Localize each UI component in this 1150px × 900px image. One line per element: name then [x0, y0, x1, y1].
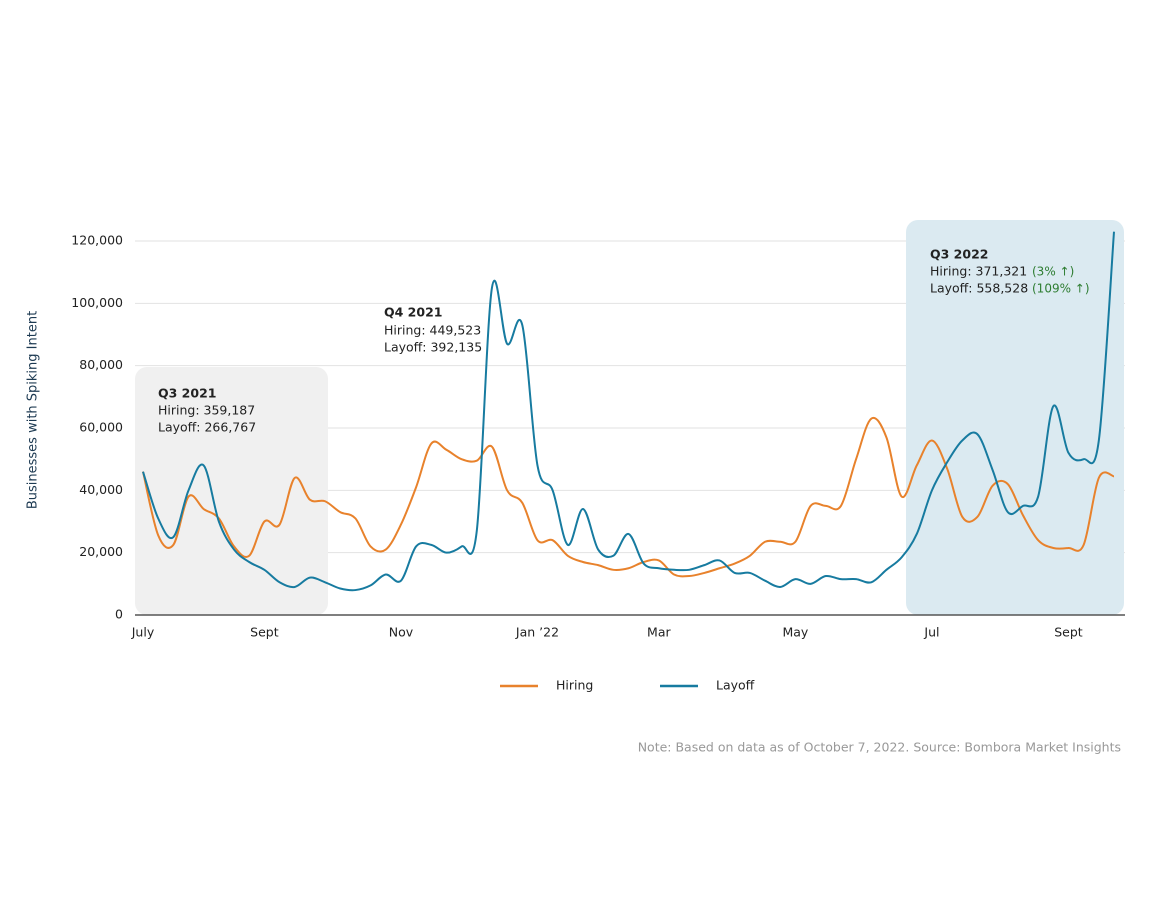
annotation-text: Layoff: 392,135 [384, 340, 482, 355]
y-tick-label: 0 [115, 607, 123, 622]
note: Note: Based on data as of October 7, 202… [638, 740, 1121, 755]
annotation-change: (3% ↑) [1032, 265, 1074, 279]
y-tick-label: 40,000 [79, 482, 123, 497]
annotation-title: Q3 2022 [930, 247, 988, 262]
y-tick-label: 80,000 [79, 357, 123, 372]
annotation-text: Hiring: 359,187 [158, 403, 255, 418]
x-tick-label: Nov [389, 625, 414, 640]
y-tick-label: 100,000 [71, 295, 123, 310]
x-tick-label: Jan ’22 [515, 625, 559, 640]
legend-label: Layoff [716, 678, 755, 693]
annotation-change: (109% ↑) [1032, 282, 1090, 296]
x-tick-label: July [131, 625, 155, 640]
x-tick-label: Sept [250, 625, 279, 640]
q3-2021-highlight [135, 367, 328, 615]
x-tick-label: Mar [647, 625, 671, 640]
y-tick-label: 20,000 [79, 544, 123, 559]
line [142, 231, 1115, 592]
annotation-title: Q4 2021 [384, 305, 442, 320]
y-tick-label: 120,000 [71, 233, 123, 248]
annotation-text: Hiring: 449,523 [384, 323, 481, 338]
legend-label: Hiring [556, 678, 593, 693]
annotation-text: Layoff: 558,528 [930, 281, 1028, 296]
annotation-title: Q3 2021 [158, 386, 216, 401]
y-axis-label: Businesses with Spiking Intent [26, 311, 41, 509]
annotation-text: Hiring: 371,321 [930, 264, 1027, 279]
annotation-text: Layoff: 266,767 [158, 420, 256, 435]
q3-2022-highlight [906, 220, 1124, 615]
x-tick-label: Sept [1054, 625, 1083, 640]
x-tick-label: Jul [923, 625, 939, 640]
line [142, 416, 1115, 578]
y-tick-label: 60,000 [79, 420, 123, 435]
x-tick-label: May [782, 625, 808, 640]
